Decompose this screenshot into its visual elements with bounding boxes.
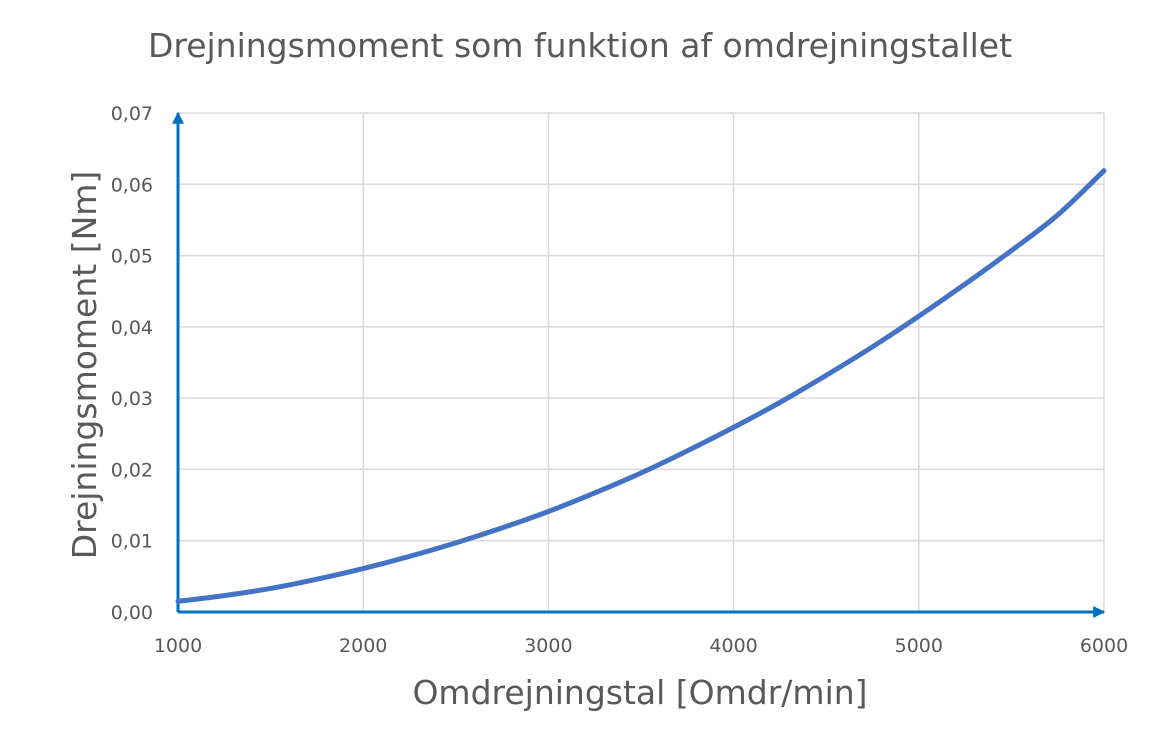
- series-line: [175, 168, 1107, 604]
- chart-title: Drejningsmoment som funktion af omdrejni…: [147, 26, 1013, 65]
- x-tick-label: 3000: [524, 635, 572, 657]
- x-tick-label: 4000: [709, 635, 757, 657]
- y-tick-label: 0,05: [111, 246, 153, 268]
- y-axis-label: Drejningsmoment [Nm]: [65, 170, 104, 560]
- x-tick-label: 6000: [1080, 635, 1128, 657]
- y-tick-label: 0,00: [111, 602, 153, 624]
- y-tick-label: 0,01: [111, 531, 153, 553]
- x-tick-label: 2000: [339, 635, 387, 657]
- y-tick-label: 0,04: [111, 317, 153, 339]
- x-tick-label: 5000: [895, 635, 943, 657]
- y-tick-label: 0,06: [111, 174, 153, 196]
- y-tick-label: 0,07: [111, 103, 153, 125]
- y-tick-label: 0,02: [111, 459, 153, 481]
- y-tick-label: 0,03: [111, 388, 153, 410]
- x-tick-label: 1000: [154, 635, 202, 657]
- x-axis-label: Omdrejningstal [Omdr/min]: [412, 673, 868, 712]
